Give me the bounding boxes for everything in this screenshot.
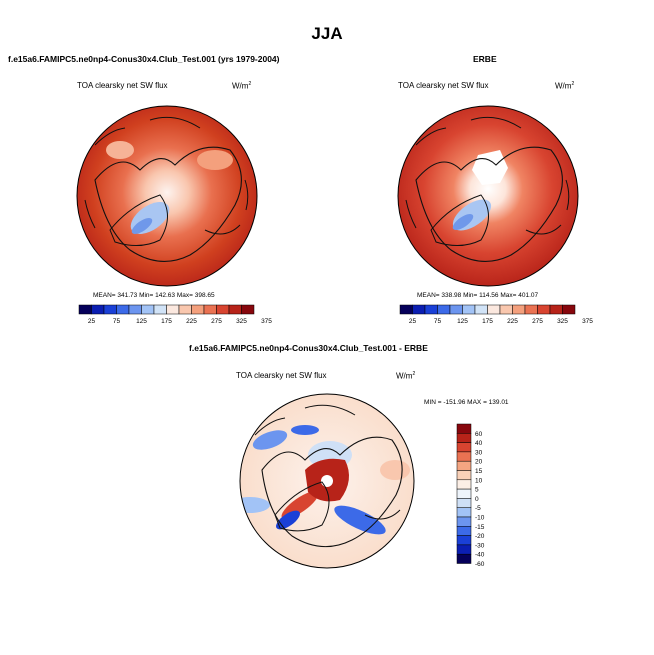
panel-3-map [240, 394, 414, 568]
panel-2-stats: MEAN= 338.98 Min= 114.56 Max= 401.07 [417, 292, 539, 299]
panel-1-units: W/m2 [232, 81, 252, 91]
panel-1-colorbar-swatch [228, 304, 242, 315]
panel-1-colorbar: 25 75 125 175 225 275 325 375 [78, 304, 272, 325]
panel-3-colorbar-tick-label: 40 [475, 440, 483, 447]
panel-2-colorbar-swatch [562, 304, 576, 315]
panel-1-title: f.e15a6.FAMIPC5.ne0np4-Conus30x4.Club_Te… [8, 54, 280, 64]
panel-1-colorbar-swatch [216, 304, 230, 315]
panel-3-colorbar: 60 40 30 20 15 10 5 0 -5 -10 -15 -20 -30 -40 -60 [456, 423, 485, 568]
panel-2-colorbar-tick-label: 25 [409, 318, 417, 325]
panel-3-colorbar-tick-label: -15 [475, 524, 485, 531]
panel-3-colorbar-swatch [456, 442, 472, 453]
panel-2-colorbar-tick-label: 325 [557, 318, 568, 325]
panel-2-colorbar-swatch [437, 304, 451, 315]
panel-3-colorbar-tick-label: -10 [475, 515, 485, 522]
panel-1-map [77, 106, 257, 286]
panel-3-colorbar-swatch [456, 535, 472, 546]
panel-2-colorbar-tick-label: 375 [582, 318, 593, 325]
panel-3-colorbar-swatch [456, 423, 472, 434]
panel-2-colorbar-swatch [537, 304, 551, 315]
panel-1-colorbar-swatch [91, 304, 105, 315]
panel-1-colorbar-tick-label: 175 [161, 318, 172, 325]
panel-2-title: ERBE [473, 54, 497, 64]
panel-2-colorbar-tick-label: 125 [457, 318, 468, 325]
panel-3-colorbar-swatch [456, 526, 472, 536]
panel-3-colorbar-swatch [456, 433, 472, 443]
panel-2-colorbar-swatch [549, 304, 563, 315]
panel-2-field [398, 106, 578, 286]
figure-title: JJA [311, 24, 343, 43]
panel-1-colorbar-swatch [203, 304, 217, 315]
panel-3-colorbar-tick-label: -20 [475, 533, 485, 540]
panel-1-colorbar-swatch [153, 304, 167, 315]
panel-3-colorbar-tick-label: 15 [475, 468, 483, 475]
panel-2-colorbar-swatch [424, 304, 438, 315]
panel-1-variable-label: TOA clearsky net SW flux [77, 81, 168, 90]
panel-3-variable-label: TOA clearsky net SW flux [236, 371, 327, 380]
panel-2-colorbar-swatch [487, 304, 501, 315]
panel-2-colorbar-swatch [512, 304, 526, 315]
panel-1-colorbar-tick-label: 325 [236, 318, 247, 325]
panel-1-colorbar-tick-label: 25 [88, 318, 96, 325]
panel-3-colorbar-tick-label: -30 [475, 542, 485, 549]
panel-2-coastline [415, 146, 563, 262]
panel-3-title: f.e15a6.FAMIPC5.ne0np4-Conus30x4.Club_Te… [189, 343, 428, 353]
panel-1-colorbar-tick-label: 375 [261, 318, 272, 325]
panel-1-field [77, 106, 257, 286]
panel-3-units: W/m2 [396, 371, 416, 381]
panel-2-colorbar-tick-label: 175 [482, 318, 493, 325]
panel-3-colorbar-swatch [456, 498, 472, 508]
panel-2-colorbar-swatch [499, 304, 513, 315]
panel-3-colorbar-tick-label: 0 [475, 496, 479, 503]
panel-3-stats: MIN = -151.96 MAX = 139.01 [424, 399, 509, 406]
panel-1-colorbar-swatch [241, 304, 255, 315]
panel-2-colorbar-swatch [462, 304, 476, 315]
panel-3-colorbar-tick-label: -5 [475, 505, 481, 512]
panel-2-colorbar: 25 75 125 175 225 275 325 375 [399, 304, 593, 325]
panel-2-map [398, 106, 578, 286]
panel-3-colorbar-swatch [456, 488, 472, 499]
panel-1-colorbar-swatch [116, 304, 130, 315]
panel-3-colorbar-swatch [456, 451, 472, 462]
panel-1-colorbar-tick-label: 75 [113, 318, 121, 325]
panel-2-colorbar-swatch [399, 304, 413, 315]
panel-1-colorbar-tick-label: 125 [136, 318, 147, 325]
panel-3-colorbar-tick-label: 60 [475, 431, 483, 438]
panel-3-colorbar-swatch [456, 460, 472, 471]
panel-3-colorbar-swatch [456, 544, 472, 555]
panel-2-colorbar-swatch [474, 304, 488, 315]
panel-3-colorbar-tick-label: 5 [475, 487, 479, 494]
panel-2-colorbar-tick-label: 225 [507, 318, 518, 325]
panel-2-units: W/m2 [555, 81, 575, 91]
panel-3-colorbar-swatch [456, 470, 472, 481]
panel-2-colorbar-swatch [449, 304, 463, 315]
panel-3-colorbar-swatch [456, 479, 472, 490]
panel-1-colorbar-swatch [178, 304, 192, 315]
panel-1-colorbar-swatch [128, 304, 142, 315]
panel-2-colorbar-tick-label: 275 [532, 318, 543, 325]
panel-1-coastline [94, 146, 242, 262]
panel-2-colorbar-swatch [412, 304, 426, 315]
panel-3-colorbar-swatch [456, 553, 472, 564]
panel-1-colorbar-swatch [78, 304, 92, 315]
panel-3-colorbar-tick-label: -40 [475, 552, 485, 559]
panel-1-colorbar-swatch [141, 304, 155, 315]
panel-3-colorbar-swatch [456, 507, 472, 518]
panel-3-colorbar-tick-label: 20 [475, 459, 483, 466]
panel-1-colorbar-swatch [191, 304, 205, 315]
panel-3-colorbar-tick-label: 30 [475, 449, 483, 456]
panel-3-coastline [261, 436, 403, 548]
panel-3-colorbar-tick-label: -60 [475, 561, 485, 568]
panel-1-colorbar-tick-label: 275 [211, 318, 222, 325]
panel-2-variable-label: TOA clearsky net SW flux [398, 81, 489, 90]
panel-2-colorbar-swatch [524, 304, 538, 315]
panel-1-colorbar-tick-label: 225 [186, 318, 197, 325]
panel-3-colorbar-swatch [456, 516, 472, 527]
panel-1-colorbar-swatch [103, 304, 117, 315]
panel-3-colorbar-tick-label: 10 [475, 477, 483, 484]
panel-1-colorbar-swatch [166, 304, 180, 315]
panel-2-colorbar-tick-label: 75 [434, 318, 442, 325]
panel-1-stats: MEAN= 341.73 Min= 142.63 Max= 398.65 [93, 292, 215, 299]
